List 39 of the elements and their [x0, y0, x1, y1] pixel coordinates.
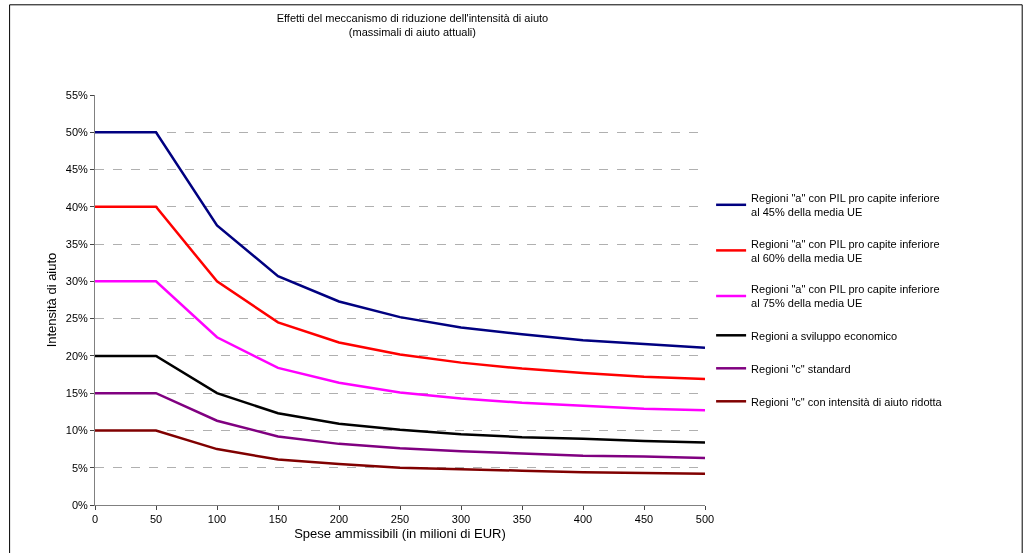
y-tick-label: 50% — [65, 126, 88, 139]
line-series — [95, 429, 705, 475]
line-series — [95, 131, 705, 349]
legend-label: Regioni "c" standard — [751, 362, 851, 375]
line-series — [95, 391, 705, 460]
y-tick-label: 20% — [65, 349, 88, 362]
legend-label: Regioni a sviluppo economico — [751, 329, 898, 342]
x-tick-label: 500 — [695, 513, 715, 526]
y-tick-label: 10% — [65, 424, 88, 437]
y-tick-label: 45% — [65, 163, 88, 176]
legend-label: Regioni "a" con PIL pro capite inferiore al 45% della media UE — [751, 191, 940, 219]
legend-label: Regioni "c" con intensità di aiuto ridotta — [751, 395, 943, 408]
x-tick-label: 450 — [634, 513, 654, 526]
x-tick-label: 50 — [149, 513, 163, 526]
chart-title: Effetti del meccanismo di riduzione dell'intensità di aiuto — [276, 12, 549, 25]
x-axis-title: Spese ammissibili (in milioni di EUR) — [294, 525, 506, 541]
y-tick-label: 25% — [65, 312, 88, 325]
chart-subtitle: (massimali di aiuto attuali) — [348, 26, 476, 39]
x-tick-label: 300 — [451, 513, 471, 526]
x-tick-label: 100 — [207, 513, 227, 526]
legend-label: Regioni "a" con PIL pro capite inferiore al 75% della media UE — [751, 283, 940, 310]
y-tick-label: 5% — [71, 461, 89, 474]
y-tick-label: 35% — [65, 237, 88, 250]
x-tick-label: 250 — [390, 513, 410, 526]
x-tick-label: 0 — [91, 513, 99, 526]
x-tick-label: 200 — [329, 513, 349, 526]
y-axis-title: Intensità di aiuto — [43, 252, 59, 348]
line-series — [95, 205, 705, 381]
y-tick-label: 55% — [65, 88, 88, 101]
x-tick-label: 350 — [512, 513, 532, 526]
y-tick-label: 30% — [65, 275, 88, 288]
line-series — [95, 354, 705, 444]
y-tick-label: 40% — [65, 200, 88, 213]
line-series — [95, 280, 705, 412]
y-tick-label: 0% — [71, 498, 89, 511]
x-tick-label: 150 — [268, 513, 288, 526]
y-tick-label: 15% — [65, 387, 88, 400]
x-tick-label: 400 — [573, 513, 593, 526]
legend-label: Regioni "a" con PIL pro capite inferiore al 60% della media UE — [751, 237, 940, 264]
